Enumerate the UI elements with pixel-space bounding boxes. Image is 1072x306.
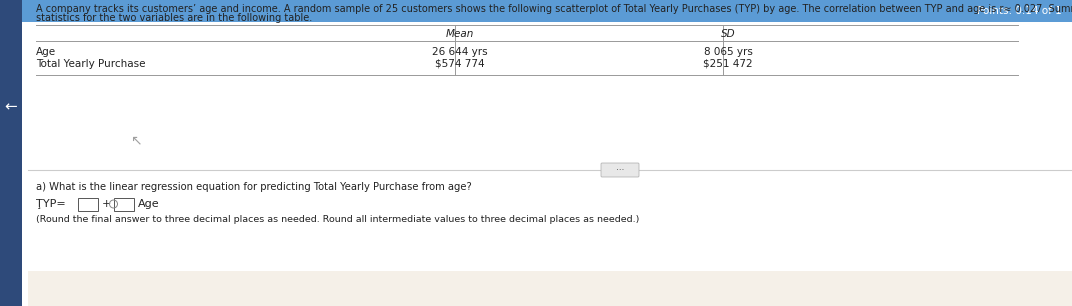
Text: SD: SD [720,29,735,39]
Text: statistics for the two variables are in the following table.: statistics for the two variables are in … [36,13,312,23]
FancyBboxPatch shape [601,163,639,177]
Bar [28,271,1072,306]
Text: 8 065 yrs: 8 065 yrs [703,47,753,57]
Text: Age: Age [138,199,160,209]
Text: A company tracks its customers’ age and income. A random sample of 25 customers : A company tracks its customers’ age and … [36,4,1072,14]
Text: +: + [102,199,111,209]
Text: ŢYP=: ŢYP= [36,199,65,209]
Bar [114,197,134,211]
Text: 26 644 yrs: 26 644 yrs [432,47,488,57]
Text: ⋯: ⋯ [615,166,624,174]
Text: ←: ← [4,99,17,115]
Bar [0,0,1072,22]
Text: $574 774: $574 774 [435,59,485,69]
Text: Points: 0.14 of 1: Points: 0.14 of 1 [978,6,1062,16]
Text: ↖: ↖ [130,133,142,147]
Text: a) What is the linear regression equation for predicting Total Yearly Purchase f: a) What is the linear regression equatio… [36,182,472,192]
Bar [78,197,98,211]
Bar [0,0,23,306]
Text: $251 472: $251 472 [703,59,753,69]
Text: Age: Age [36,47,56,57]
Text: Total Yearly Purchase: Total Yearly Purchase [36,59,146,69]
Text: Mean: Mean [446,29,474,39]
Text: (Round the final answer to three decimal places as needed. Round all intermediat: (Round the final answer to three decimal… [36,215,639,224]
